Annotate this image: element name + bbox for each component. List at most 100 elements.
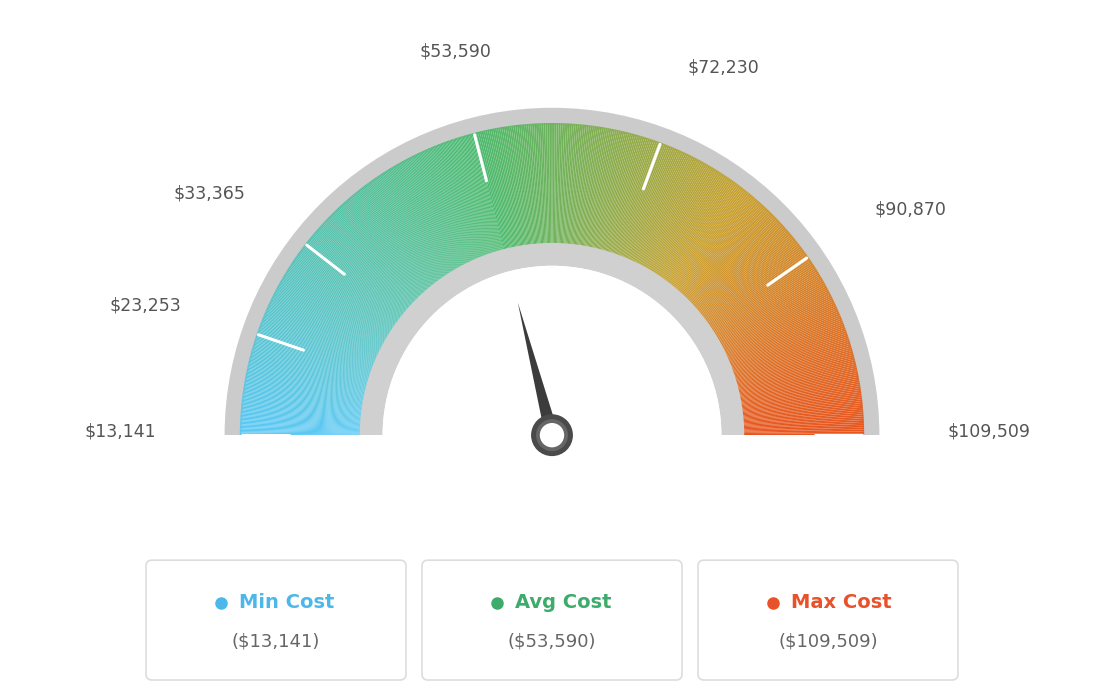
Wedge shape (723, 366, 857, 397)
Wedge shape (241, 417, 378, 426)
Wedge shape (288, 268, 404, 342)
Wedge shape (708, 291, 830, 355)
Wedge shape (634, 159, 699, 281)
Wedge shape (474, 132, 509, 266)
Wedge shape (408, 157, 473, 279)
Wedge shape (439, 144, 489, 272)
Wedge shape (716, 326, 845, 375)
Wedge shape (593, 132, 626, 265)
Wedge shape (264, 315, 391, 368)
Wedge shape (263, 316, 390, 369)
Wedge shape (274, 293, 396, 356)
Wedge shape (620, 148, 677, 275)
Wedge shape (253, 346, 384, 386)
Wedge shape (396, 164, 466, 283)
Wedge shape (661, 190, 747, 299)
Text: ($109,509): ($109,509) (778, 633, 878, 651)
Wedge shape (728, 431, 864, 434)
Wedge shape (243, 393, 379, 412)
Wedge shape (293, 261, 406, 338)
Wedge shape (241, 406, 378, 420)
Wedge shape (250, 358, 382, 393)
Wedge shape (726, 408, 863, 422)
Wedge shape (272, 297, 395, 359)
Wedge shape (241, 419, 378, 426)
Wedge shape (721, 351, 853, 389)
Wedge shape (245, 375, 380, 402)
Wedge shape (246, 370, 381, 400)
Wedge shape (448, 141, 495, 270)
Wedge shape (652, 179, 733, 293)
Wedge shape (567, 124, 582, 261)
Wedge shape (413, 155, 475, 279)
Wedge shape (285, 272, 403, 344)
Wedge shape (258, 329, 388, 376)
Polygon shape (0, 435, 1104, 690)
Wedge shape (667, 199, 757, 304)
Wedge shape (643, 168, 715, 286)
FancyBboxPatch shape (146, 560, 406, 680)
Wedge shape (651, 178, 731, 292)
Wedge shape (478, 132, 511, 265)
Wedge shape (631, 157, 696, 279)
Wedge shape (591, 130, 623, 264)
Wedge shape (290, 264, 405, 339)
Wedge shape (688, 237, 795, 325)
Wedge shape (374, 177, 454, 291)
Wedge shape (265, 313, 391, 367)
Wedge shape (627, 152, 687, 277)
Wedge shape (267, 306, 393, 364)
Wedge shape (646, 172, 722, 288)
Wedge shape (298, 253, 410, 333)
Wedge shape (648, 174, 724, 289)
Wedge shape (424, 150, 480, 275)
Wedge shape (635, 159, 700, 281)
Wedge shape (255, 337, 385, 381)
Wedge shape (712, 310, 839, 366)
Wedge shape (464, 135, 503, 267)
Wedge shape (402, 161, 468, 282)
Wedge shape (471, 133, 508, 266)
Wedge shape (248, 360, 382, 394)
Wedge shape (692, 249, 804, 332)
Wedge shape (479, 131, 512, 265)
Wedge shape (723, 371, 858, 400)
Text: $53,590: $53,590 (420, 43, 491, 61)
Wedge shape (711, 306, 837, 364)
Wedge shape (314, 233, 418, 322)
Wedge shape (240, 423, 378, 429)
Wedge shape (436, 145, 488, 273)
Wedge shape (724, 380, 860, 406)
Wedge shape (699, 265, 815, 340)
Wedge shape (300, 249, 412, 332)
Wedge shape (256, 335, 386, 380)
Wedge shape (244, 381, 380, 405)
Wedge shape (675, 212, 772, 310)
Wedge shape (304, 245, 413, 329)
Wedge shape (670, 206, 765, 307)
Wedge shape (511, 126, 530, 262)
Wedge shape (246, 373, 381, 401)
Wedge shape (403, 160, 469, 282)
Wedge shape (458, 137, 500, 268)
Wedge shape (649, 175, 726, 290)
Wedge shape (705, 286, 827, 353)
Wedge shape (280, 280, 400, 349)
Wedge shape (364, 185, 447, 295)
Wedge shape (722, 358, 854, 393)
Wedge shape (251, 354, 383, 391)
Wedge shape (294, 259, 407, 337)
Wedge shape (240, 422, 378, 428)
Wedge shape (540, 124, 546, 260)
Wedge shape (580, 127, 604, 262)
Wedge shape (389, 168, 461, 286)
Wedge shape (465, 135, 503, 267)
Wedge shape (655, 181, 735, 293)
Wedge shape (420, 152, 479, 277)
Wedge shape (680, 223, 783, 317)
Wedge shape (342, 203, 435, 306)
Wedge shape (473, 133, 508, 266)
Wedge shape (724, 375, 859, 402)
Wedge shape (552, 123, 555, 260)
Wedge shape (585, 129, 613, 264)
